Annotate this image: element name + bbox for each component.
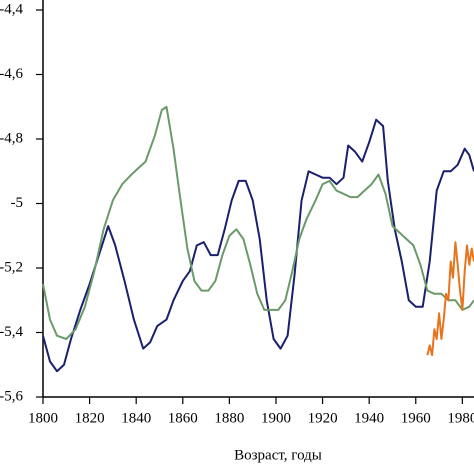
y-tick-label: -5 [11,195,24,211]
y-tick-label: -4,6 [0,66,23,82]
x-tick-label: 1900 [261,410,291,426]
x-tick-label: 1880 [214,410,244,426]
x-tick-label: 1800 [28,410,58,426]
x-tick-label: 1940 [354,410,384,426]
x-tick-label: 1860 [168,410,198,426]
line-series [42,118,474,373]
x-tick-label: 1980 [447,410,474,426]
line-series [426,241,474,357]
y-tick-label: -5,6 [0,388,23,404]
y-tick-label: -4,4 [0,1,23,17]
y-tick-label: -5,2 [0,259,23,275]
line-series [42,105,474,340]
x-tick-label: 1920 [308,410,338,426]
x-tick-label: 1820 [75,410,105,426]
y-tick-label: -4,8 [0,130,23,146]
x-tick-label: 1960 [401,410,431,426]
x-tick-label: 1840 [121,410,151,426]
y-tick-label: -5,4 [0,324,23,340]
x-axis-label: Возраст, годы [234,447,322,463]
